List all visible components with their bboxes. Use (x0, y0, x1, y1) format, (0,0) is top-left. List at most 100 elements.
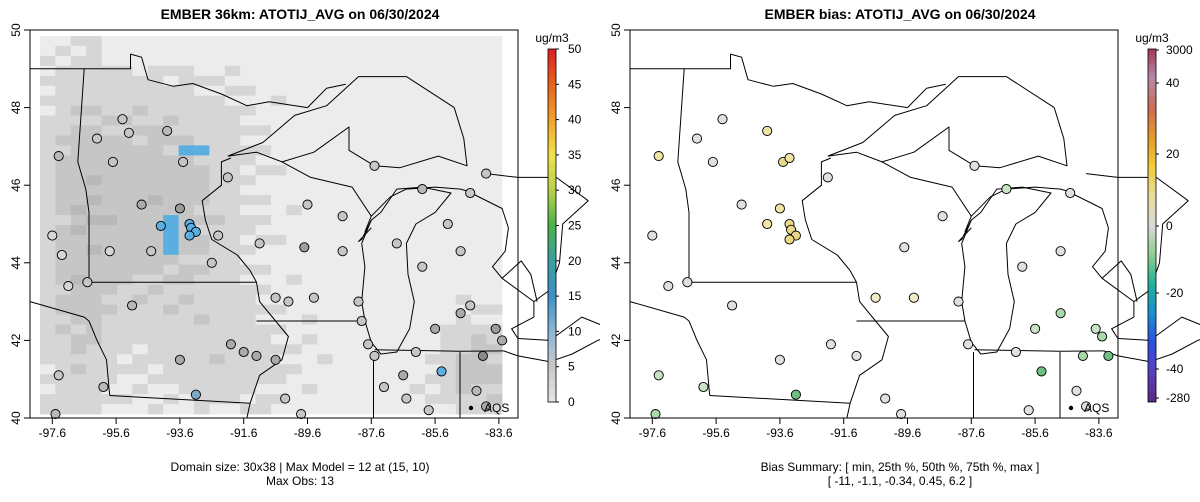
grid-cell (255, 115, 272, 126)
grid-cell (209, 354, 226, 365)
grid-cell (40, 264, 56, 276)
grid-cell (255, 284, 272, 295)
bias-station-marker (663, 281, 674, 292)
obs-station-marker (398, 370, 409, 381)
grid-cell (101, 254, 118, 266)
grid-cell (455, 404, 472, 415)
grid-cell (378, 105, 395, 116)
model-grid-cells (40, 36, 503, 415)
bias-station-marker (908, 292, 919, 303)
grid-cell (224, 225, 241, 236)
grid-cell (40, 324, 56, 335)
grid-cell (224, 36, 241, 47)
grid-cell (70, 284, 87, 295)
grid-cell (378, 294, 395, 305)
grid-cell (301, 384, 318, 395)
grid-cell (332, 85, 349, 96)
grid-cell (178, 65, 195, 77)
grid-cell (425, 354, 441, 365)
grid-cell (348, 205, 364, 216)
grid-cell (117, 344, 133, 355)
grid-cell (440, 304, 457, 315)
grid-cell (425, 334, 441, 345)
grid-cell (348, 314, 364, 325)
grid-cell (332, 65, 349, 77)
grid-cell (178, 364, 195, 375)
bias-station-marker (880, 393, 891, 404)
grid-cell (194, 145, 210, 156)
x-tick-label: -91.6 (830, 426, 858, 440)
grid-cell (486, 175, 503, 186)
aqs-legend-dot (1068, 405, 1074, 411)
grid-cell (240, 254, 256, 266)
boundary-lake-superior (827, 76, 1068, 169)
boundary-lake-erie (503, 301, 600, 363)
grid-cell (55, 36, 72, 47)
plot-frame (29, 29, 519, 419)
boundary-sd-ne-border (29, 301, 90, 322)
grid-cell (240, 185, 256, 196)
obs-station-marker (270, 292, 281, 303)
grid-cell (70, 314, 87, 325)
obs-station-marker (337, 211, 348, 222)
grid-cell (332, 334, 349, 345)
grid-cell (178, 274, 195, 285)
grid-cell (132, 95, 149, 106)
grid-cell (486, 135, 503, 146)
grid-cell (425, 394, 441, 405)
obs-station-marker (455, 308, 466, 319)
grid-cell (209, 36, 226, 47)
grid-cell (471, 165, 487, 176)
grid-cell (317, 95, 333, 106)
obs-station-marker (378, 381, 390, 393)
grid-cell (486, 195, 503, 206)
grid-cell (363, 404, 380, 415)
grid-cell (409, 135, 426, 146)
boundary-green-bay (358, 219, 372, 242)
grid-cell (471, 334, 487, 345)
obs-station-marker (104, 246, 115, 257)
grid-cell (209, 85, 226, 96)
grid-cell (224, 115, 241, 126)
boundary-wi-mi-up-border (281, 161, 372, 232)
grid-cell (55, 364, 72, 375)
grid-cell (40, 304, 56, 315)
grid-cell (409, 384, 426, 395)
grid-cell (101, 75, 118, 87)
grid-cell (471, 294, 487, 305)
grid-cell (101, 95, 118, 106)
grid-cell (240, 304, 256, 315)
grid-cell (440, 205, 457, 216)
obs-station-marker (98, 381, 109, 393)
grid-cell (255, 165, 272, 176)
grid-cell (86, 155, 102, 166)
grid-cell (147, 344, 164, 355)
grid-cell (394, 75, 410, 87)
grid-cell (163, 36, 179, 47)
grid-cell (394, 404, 410, 415)
grid-cell (40, 135, 56, 146)
grid-cell (209, 364, 226, 375)
grid-cell (425, 145, 441, 156)
grid-cell (117, 85, 133, 96)
grid-cell (86, 115, 102, 126)
grid-cell (86, 55, 102, 67)
obs-station-marker (465, 187, 476, 199)
obs-station-marker (190, 389, 201, 400)
grid-cell (209, 304, 226, 315)
grid-cell (86, 294, 102, 305)
grid-cell (40, 364, 56, 375)
grid-cell (409, 125, 426, 136)
grid-cell (240, 165, 256, 176)
grid-cell (471, 324, 487, 335)
colorbar-tick-label: 5 (568, 360, 575, 374)
grid-cell (101, 105, 118, 116)
grid-cell (271, 85, 287, 96)
grid-cell (271, 125, 287, 136)
grid-cell (286, 404, 303, 415)
grid-cell (194, 36, 210, 47)
boundary-lake-superior (227, 76, 468, 169)
grid-cell (86, 264, 102, 276)
grid-cell (240, 125, 256, 136)
grid-cell (178, 125, 195, 136)
